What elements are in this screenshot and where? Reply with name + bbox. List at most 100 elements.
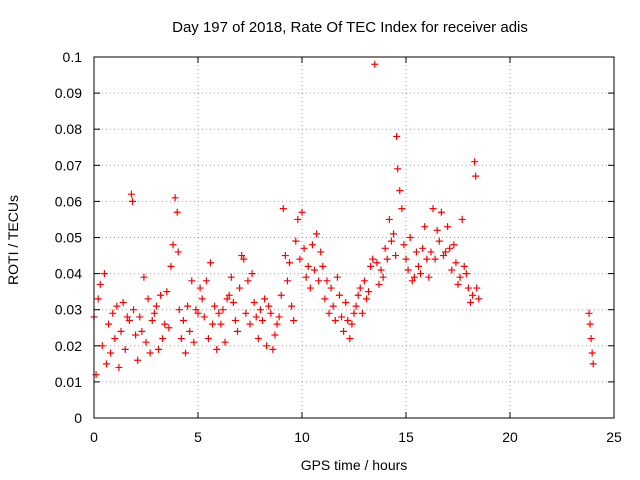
data-point bbox=[454, 280, 462, 288]
data-point bbox=[96, 280, 104, 288]
data-point bbox=[200, 313, 208, 321]
data-point bbox=[236, 284, 244, 292]
data-point bbox=[225, 291, 233, 299]
data-point bbox=[244, 277, 252, 285]
data-point bbox=[288, 302, 296, 310]
data-point bbox=[231, 317, 239, 325]
data-point bbox=[275, 313, 283, 321]
data-point bbox=[202, 277, 210, 285]
data-point bbox=[192, 306, 200, 314]
data-point bbox=[215, 309, 223, 317]
data-point bbox=[250, 298, 258, 306]
y-tick-label: 0.05 bbox=[55, 230, 82, 246]
data-point bbox=[117, 327, 125, 335]
data-point bbox=[462, 270, 470, 278]
data-point bbox=[321, 295, 329, 303]
data-point bbox=[452, 259, 460, 267]
data-point bbox=[294, 215, 302, 223]
data-point bbox=[140, 273, 148, 281]
data-point bbox=[142, 338, 150, 346]
data-point bbox=[331, 317, 339, 325]
data-point bbox=[377, 266, 385, 274]
data-point bbox=[109, 309, 117, 317]
data-point bbox=[469, 291, 477, 299]
data-point bbox=[100, 270, 108, 278]
data-point bbox=[263, 342, 271, 350]
data-point bbox=[392, 252, 400, 260]
data-point bbox=[206, 259, 214, 267]
data-point bbox=[248, 270, 256, 278]
data-point bbox=[179, 317, 187, 325]
data-point bbox=[269, 345, 277, 353]
data-point bbox=[404, 266, 412, 274]
chart-title: Day 197 of 2018, Rate Of TEC Index for r… bbox=[172, 19, 528, 36]
data-point bbox=[105, 320, 113, 328]
data-point bbox=[342, 298, 350, 306]
data-point bbox=[464, 284, 472, 292]
data-point bbox=[375, 280, 383, 288]
data-point bbox=[414, 262, 422, 270]
data-point bbox=[460, 262, 468, 270]
data-point bbox=[446, 244, 454, 252]
data-point bbox=[317, 248, 325, 256]
data-point bbox=[256, 306, 264, 314]
data-point bbox=[277, 291, 285, 299]
gridlines bbox=[94, 57, 614, 418]
data-point bbox=[327, 284, 335, 292]
y-tick-label: 0.04 bbox=[55, 266, 82, 282]
data-point bbox=[589, 360, 597, 368]
data-point bbox=[102, 360, 110, 368]
data-point bbox=[456, 273, 464, 281]
data-point bbox=[421, 223, 429, 231]
roti-points bbox=[90, 60, 597, 379]
data-point bbox=[182, 349, 190, 357]
data-point bbox=[304, 262, 312, 270]
data-point bbox=[406, 234, 414, 241]
data-point bbox=[94, 295, 102, 303]
data-point bbox=[150, 309, 158, 317]
data-point bbox=[427, 248, 435, 256]
data-point bbox=[292, 237, 300, 245]
data-point bbox=[319, 262, 327, 270]
data-point bbox=[161, 320, 169, 328]
data-point bbox=[448, 266, 456, 274]
data-point bbox=[121, 345, 129, 353]
data-point bbox=[246, 320, 254, 328]
y-tick-label: 0.09 bbox=[55, 85, 82, 101]
data-point bbox=[387, 237, 395, 245]
data-point bbox=[223, 295, 231, 303]
data-point bbox=[127, 190, 135, 198]
x-tick-label: 15 bbox=[398, 429, 414, 445]
data-point bbox=[338, 313, 346, 321]
data-point bbox=[163, 288, 171, 296]
data-point bbox=[473, 284, 481, 292]
data-point bbox=[267, 309, 275, 317]
data-point bbox=[265, 302, 273, 310]
data-point bbox=[174, 248, 182, 256]
data-point bbox=[146, 349, 154, 357]
data-point bbox=[125, 317, 133, 325]
data-point bbox=[209, 320, 217, 328]
data-point bbox=[213, 345, 221, 353]
data-point bbox=[310, 266, 318, 274]
data-point bbox=[242, 309, 250, 317]
y-tick-label: 0.1 bbox=[63, 49, 83, 65]
axis-ticks bbox=[93, 56, 615, 419]
data-point bbox=[184, 302, 192, 310]
data-point bbox=[419, 244, 427, 252]
y-tick-label: 0 bbox=[74, 410, 82, 426]
data-point bbox=[273, 320, 281, 328]
data-point bbox=[308, 241, 316, 249]
data-point bbox=[194, 309, 202, 317]
data-point bbox=[435, 237, 443, 245]
data-point bbox=[136, 313, 144, 321]
data-point bbox=[394, 165, 402, 173]
data-point bbox=[186, 327, 194, 335]
data-point bbox=[177, 335, 185, 343]
data-point bbox=[444, 223, 452, 231]
y-tick-label: 0.03 bbox=[55, 302, 82, 318]
data-point bbox=[433, 226, 441, 234]
data-point bbox=[130, 306, 138, 314]
y-tick-label: 0.08 bbox=[55, 121, 82, 137]
data-point bbox=[472, 172, 480, 180]
